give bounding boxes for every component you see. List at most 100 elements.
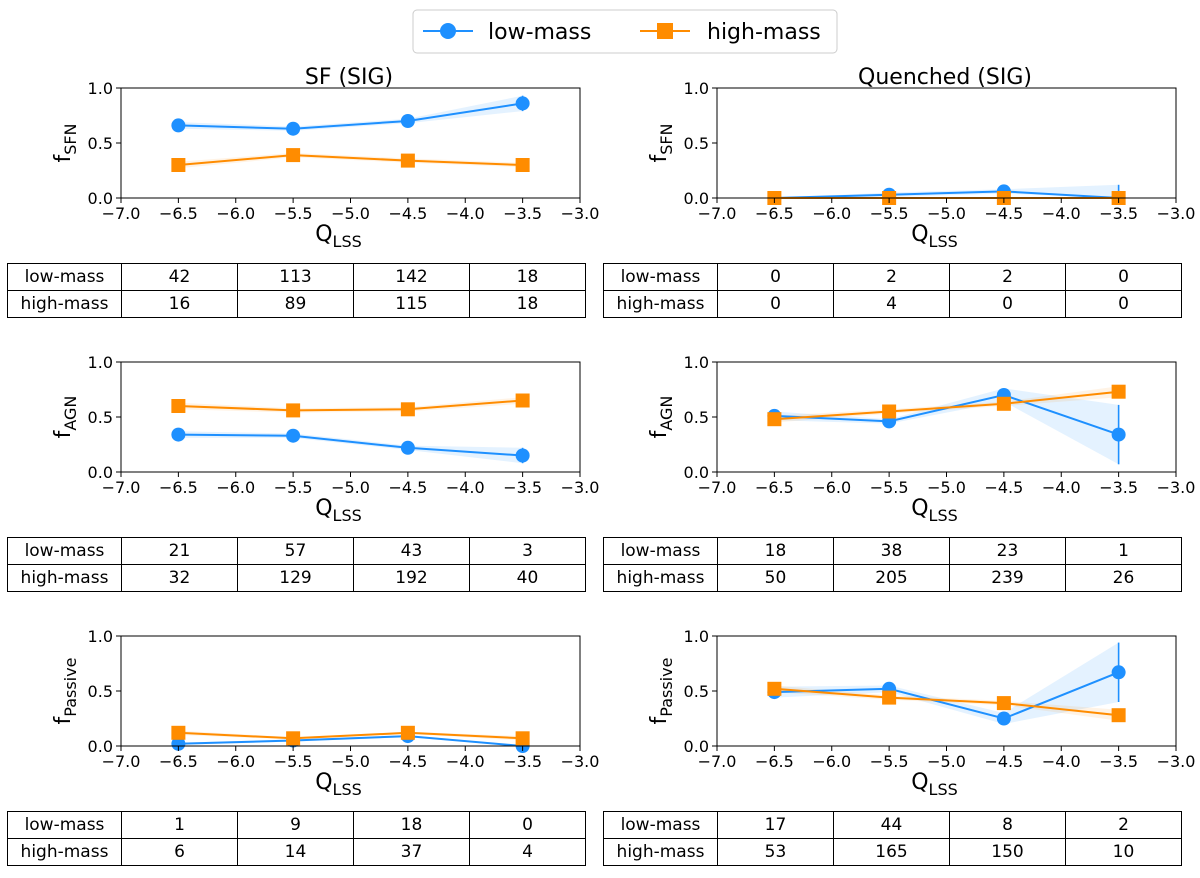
series-line-low-mass: [774, 671, 1119, 720]
y-tick-label: 0.5: [88, 682, 113, 701]
series-line-high-mass: [178, 731, 523, 740]
column-title: Quenched (SIG): [858, 65, 1032, 90]
table-cell: 53: [717, 838, 834, 866]
table-cell: 43: [353, 537, 470, 565]
count-table: low-mass 42 113 142 18 high-mass 16 89 115 18: [7, 263, 586, 318]
x-axis-label-main: Q: [911, 770, 928, 795]
x-tick-label: −4.0: [446, 204, 485, 223]
x-tick-label: −7.0: [102, 204, 141, 223]
data-point-low-mass: [286, 428, 301, 443]
x-axis-label-main: Q: [315, 770, 332, 795]
data-point-low-mass: [171, 118, 186, 133]
y-tick-label: 0.0: [684, 189, 709, 208]
table-cell: 8: [949, 811, 1066, 839]
x-tick-label: −7.0: [698, 204, 737, 223]
y-axis-label-sub: AGN: [61, 396, 80, 431]
series-line-low-mass: [178, 102, 523, 130]
table-cell: 239: [949, 564, 1066, 592]
table-row: low-mass 21 57 43 3: [7, 537, 586, 565]
y-tick-label: 1.0: [88, 627, 113, 646]
column-titles: SF (SIG) Quenched (SIG): [305, 65, 1032, 90]
data-point-high-mass: [996, 696, 1011, 711]
count-table: low-mass 1 9 18 0 high-mass 6 14 37 4: [7, 811, 586, 866]
table-cell: 18: [717, 537, 834, 565]
y-tick-label: 0.5: [684, 682, 709, 701]
x-tick-label: −4.0: [446, 752, 485, 771]
x-tick-label: −5.5: [274, 478, 313, 497]
panels: −7.0 −6.5 −6.0 −5.5 −5.0 −4.5 −4.0 −3.5 −3.0 0.0 0…: [51, 79, 1195, 799]
error-band-high-mass: [774, 685, 1119, 721]
data-point-high-mass: [400, 402, 415, 417]
x-axis-label: QLSS: [911, 770, 958, 799]
table-cell: 23: [949, 537, 1066, 565]
table-cell: 0: [717, 290, 834, 318]
x-tick-label: −6.0: [216, 752, 255, 771]
legend-label-high-mass: high-mass: [707, 20, 821, 45]
table-row-label: high-mass: [7, 564, 122, 592]
y-tick-label: 1.0: [88, 79, 113, 98]
table-cell: 2: [1065, 811, 1182, 839]
x-tick-label: −5.0: [331, 478, 370, 497]
table-cell: 32: [121, 564, 238, 592]
y-tick-label: 0.0: [88, 189, 113, 208]
x-tick-label: −3.0: [561, 204, 600, 223]
data-point-high-mass: [515, 393, 530, 408]
table-cell: 4: [833, 290, 950, 318]
y-axis-label-main: f: [51, 154, 76, 163]
table-cell: 37: [353, 838, 470, 866]
data-point-low-mass: [171, 736, 186, 751]
x-tick-label: −3.5: [503, 478, 542, 497]
y-tick-label: 0.5: [684, 134, 709, 153]
x-axis-label-sub: LSS: [929, 232, 958, 251]
data-point-high-mass: [996, 396, 1011, 411]
x-axis-label-sub: LSS: [929, 780, 958, 799]
x-tick-label: −4.0: [1042, 204, 1081, 223]
x-tick-label: −3.0: [561, 752, 600, 771]
data-point-high-mass: [882, 404, 897, 419]
table-row: low-mass 18 38 23 1: [603, 537, 1182, 565]
x-tick-label: −3.5: [1099, 752, 1138, 771]
x-tick-label: −7.0: [698, 752, 737, 771]
table-cell: 165: [833, 838, 950, 866]
table-cell: 0: [1065, 263, 1182, 291]
x-axis-label: QLSS: [315, 770, 362, 799]
data-point-high-mass: [171, 158, 186, 172]
count-table: low-mass 17 44 8 2 high-mass 53 165 150 10: [603, 811, 1182, 866]
table-cell: 18: [469, 290, 586, 318]
y-tick-label: 0.0: [684, 463, 709, 482]
x-tick-label: −5.0: [331, 752, 370, 771]
data-point-low-mass: [1111, 427, 1126, 442]
legend-frame: [412, 9, 838, 54]
y-tick-label: 1.0: [88, 353, 113, 372]
x-axis-label-sub: LSS: [333, 780, 362, 799]
panel-5: −7.0 −6.5 −6.0 −5.5 −5.0 −4.5 −4.0 −3.5 −3.0 0.0 0…: [647, 627, 1195, 799]
data-point-high-mass: [882, 690, 897, 705]
panel-2: −7.0 −6.5 −6.0 −5.5 −5.0 −4.5 −4.0 −3.5 −3.0 0.0 0…: [51, 353, 599, 525]
table-cell: 16: [121, 290, 238, 318]
x-tick-label: −6.5: [755, 204, 794, 223]
x-tick-label: −5.5: [274, 204, 313, 223]
table-row-label: low-mass: [603, 263, 718, 291]
x-tick-label: −7.0: [102, 752, 141, 771]
data-point-low-mass: [515, 96, 530, 111]
data-point-low-mass: [996, 711, 1011, 726]
axes-frame: [120, 635, 581, 747]
table-cell: 40: [469, 564, 586, 592]
x-tick-label: −3.0: [1157, 752, 1196, 771]
x-tick-label: −4.5: [388, 204, 427, 223]
table-cell: 44: [833, 811, 950, 839]
x-tick-label: −4.5: [388, 478, 427, 497]
y-axis-label-sub: Passive: [657, 658, 676, 717]
x-axis-label-sub: LSS: [929, 506, 958, 525]
data-point-high-mass: [515, 731, 530, 746]
count-table: low-mass 18 38 23 1 high-mass 50 205 239 26: [603, 537, 1182, 592]
x-tick-label: −5.0: [927, 478, 966, 497]
y-tick-label: 0.0: [684, 737, 709, 756]
table-cell: 192: [353, 564, 470, 592]
table-row-label: high-mass: [7, 290, 122, 318]
x-tick-label: −6.0: [812, 204, 851, 223]
column-title: SF (SIG): [305, 65, 393, 90]
table-row-label: low-mass: [7, 811, 122, 839]
table-cell: 26: [1065, 564, 1182, 592]
